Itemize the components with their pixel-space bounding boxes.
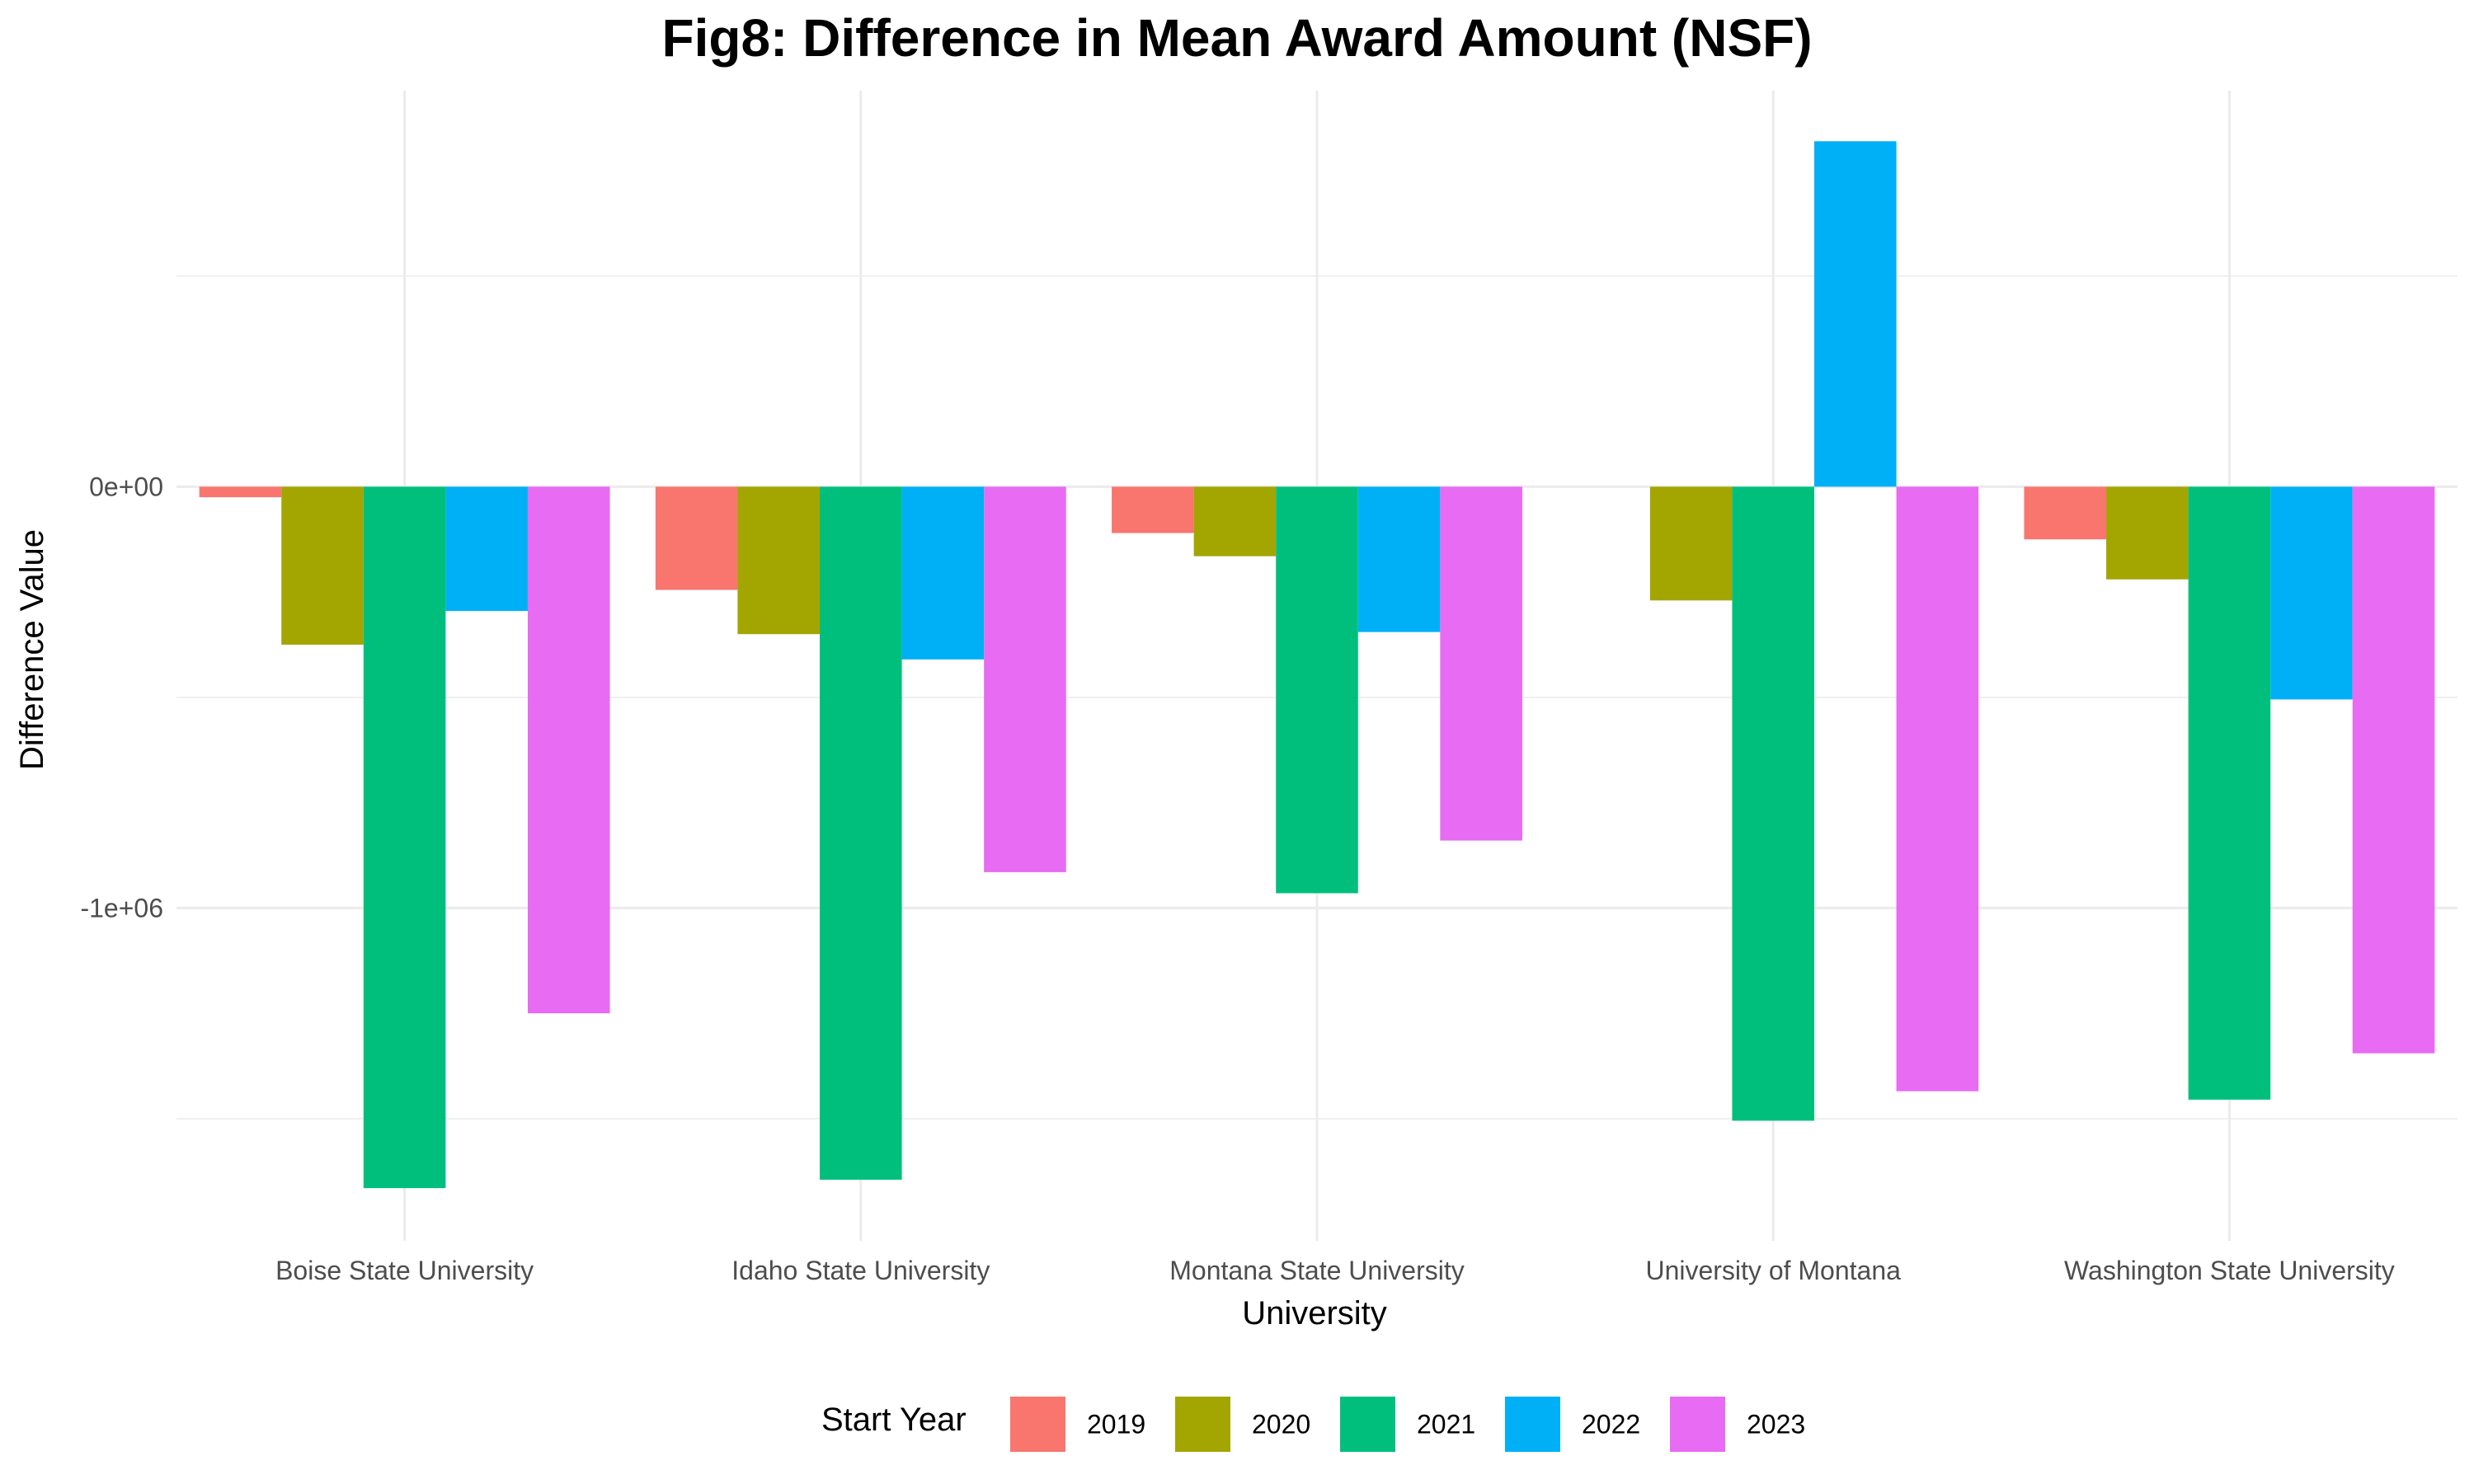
bar xyxy=(1813,141,1897,487)
labels: Fig8: Difference in Mean Award Amount (N… xyxy=(14,8,1813,1331)
bar xyxy=(1112,486,1194,533)
bar xyxy=(820,486,902,1180)
legend: Start Year 2019 2020 2021 2022 2023 xyxy=(821,1397,1805,1452)
legend-label: 2022 xyxy=(1582,1410,1640,1439)
bar xyxy=(2024,486,2107,540)
bar xyxy=(655,486,738,590)
bar xyxy=(1440,486,1522,841)
legend-label: 2021 xyxy=(1417,1410,1475,1439)
x-axis-title: University xyxy=(1242,1295,1387,1331)
bar xyxy=(1276,486,1358,894)
bar xyxy=(1649,486,1733,601)
x-tick-label: Boise State University xyxy=(275,1256,534,1285)
bar xyxy=(984,486,1066,872)
bar xyxy=(527,486,610,1014)
bar xyxy=(2106,486,2189,580)
bar xyxy=(199,486,282,498)
legend-key xyxy=(1175,1397,1230,1452)
bar xyxy=(2270,486,2353,700)
bar xyxy=(1193,486,1277,556)
bar xyxy=(363,486,446,1189)
bar xyxy=(281,486,364,645)
chart-title: Fig8: Difference in Mean Award Amount (N… xyxy=(661,8,1812,68)
legend-key xyxy=(1505,1397,1560,1452)
bar xyxy=(1896,486,1979,1092)
bar xyxy=(2352,486,2435,1054)
x-tick-label: Washington State University xyxy=(2064,1256,2395,1285)
bar xyxy=(737,486,821,635)
x-tick-label: Idaho State University xyxy=(731,1256,990,1285)
bar xyxy=(445,486,528,612)
y-tick-label: -1e+06 xyxy=(80,893,163,923)
x-tick-label: University of Montana xyxy=(1645,1256,1901,1285)
legend-key xyxy=(1340,1397,1395,1452)
x-tick-label: Montana State University xyxy=(1169,1256,1465,1285)
legend-key xyxy=(1670,1397,1725,1452)
legend-key xyxy=(1010,1397,1065,1452)
legend-label: 2023 xyxy=(1747,1410,1805,1439)
y-axis-title: Difference Value xyxy=(14,529,50,770)
bar xyxy=(1357,486,1441,632)
legend-label: 2020 xyxy=(1252,1410,1310,1439)
bar xyxy=(1732,486,1814,1121)
legend-label: 2019 xyxy=(1087,1410,1145,1439)
y-tick-label: 0e+00 xyxy=(89,472,163,501)
bar xyxy=(2188,486,2271,1100)
bars xyxy=(199,141,2435,1189)
bar xyxy=(901,486,985,660)
legend-title: Start Year xyxy=(821,1402,967,1438)
axis-ticks: 0e+00 -1e+06 Boise State University Idaho S… xyxy=(80,472,2394,1285)
